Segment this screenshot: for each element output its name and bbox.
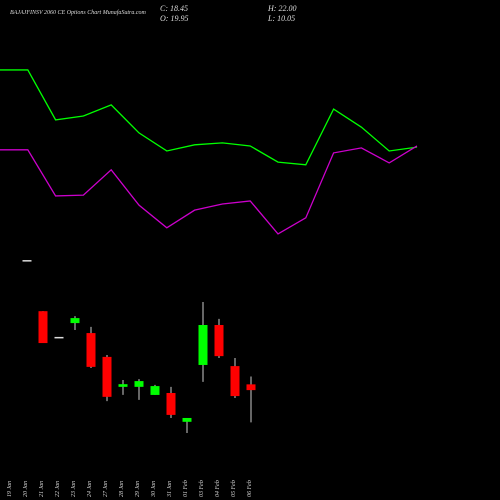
candle-body — [22, 260, 32, 262]
x-tick-label: 04 Feb — [214, 480, 221, 497]
candle-body — [150, 386, 160, 395]
open-info: O: 19.95 — [160, 14, 188, 23]
x-tick-label: 05 Feb — [231, 480, 237, 497]
x-tick-label: 21 Jan — [39, 481, 45, 497]
candle-body — [134, 381, 144, 387]
indicator-line — [0, 145, 418, 235]
candle-body — [214, 325, 224, 357]
indicator-line — [0, 69, 418, 166]
candle-body — [166, 393, 176, 415]
candle-body — [70, 318, 80, 324]
close-info: C: 18.45 — [160, 4, 188, 13]
high-info: H: 22.00 — [267, 4, 296, 13]
candle-body — [182, 417, 192, 422]
candle-body — [54, 336, 64, 339]
x-tick-label: 27 Jan — [103, 481, 109, 497]
candle-body — [230, 366, 240, 397]
x-tick-label: 22 Jan — [55, 481, 61, 497]
candle-body — [198, 325, 208, 365]
x-tick-label: 29 Jan — [135, 481, 141, 497]
x-tick-label: 20 Jan — [23, 481, 29, 497]
x-tick-label: 23 Jan — [71, 481, 77, 497]
candle-body — [118, 384, 128, 387]
candle-body — [38, 311, 48, 344]
candle-body — [102, 356, 112, 397]
x-tick-label: 24 Jan — [86, 481, 93, 497]
x-tick-label: 30 Jan — [151, 481, 157, 498]
candle-body — [246, 384, 256, 391]
candle-body — [86, 333, 96, 367]
x-tick-label: 01 Feb — [183, 480, 189, 497]
low-info: L: 10.05 — [267, 14, 295, 23]
x-tick-label: 28 Jan — [119, 481, 125, 497]
chart-title: BAJAJFINSV 2060 CE Options Chart MunafaS… — [10, 9, 147, 16]
x-tick-label: 19 Jan — [7, 481, 13, 497]
x-tick-label: 03 Feb — [199, 480, 205, 497]
x-tick-label: 31 Jan — [167, 481, 173, 498]
x-tick-label: 06 Feb — [247, 480, 253, 497]
